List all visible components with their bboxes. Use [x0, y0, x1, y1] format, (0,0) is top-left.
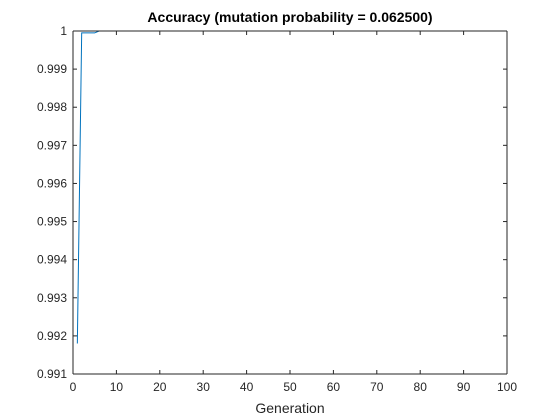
x-tick-label: 30 — [197, 380, 211, 394]
y-tick-label: 0.996 — [37, 176, 67, 190]
y-tick-label: 0.992 — [37, 329, 67, 343]
x-axis-label: Generation — [255, 400, 324, 416]
x-tick-label: 60 — [327, 380, 341, 394]
x-tick-label: 20 — [153, 380, 167, 394]
y-tick-label: 0.993 — [37, 291, 67, 305]
y-tick-label: 1 — [60, 24, 67, 38]
x-tick-label: 100 — [497, 380, 517, 394]
y-tick-label: 0.994 — [37, 253, 67, 267]
x-tick-label: 50 — [283, 380, 297, 394]
y-tick-label: 0.998 — [37, 100, 67, 114]
x-tick-label: 80 — [414, 380, 428, 394]
plot-area — [73, 31, 507, 374]
y-tick-label: 0.991 — [37, 367, 67, 381]
x-tick-label: 40 — [240, 380, 254, 394]
x-tick-label: 10 — [110, 380, 124, 394]
x-tick-label: 0 — [70, 380, 77, 394]
x-tick-label: 90 — [457, 380, 471, 394]
x-tick-label: 70 — [370, 380, 384, 394]
y-tick-label: 0.995 — [37, 215, 67, 229]
y-tick-label: 0.997 — [37, 138, 67, 152]
chart-title: Accuracy (mutation probability = 0.06250… — [147, 9, 432, 25]
y-tick-label: 0.999 — [37, 62, 67, 76]
